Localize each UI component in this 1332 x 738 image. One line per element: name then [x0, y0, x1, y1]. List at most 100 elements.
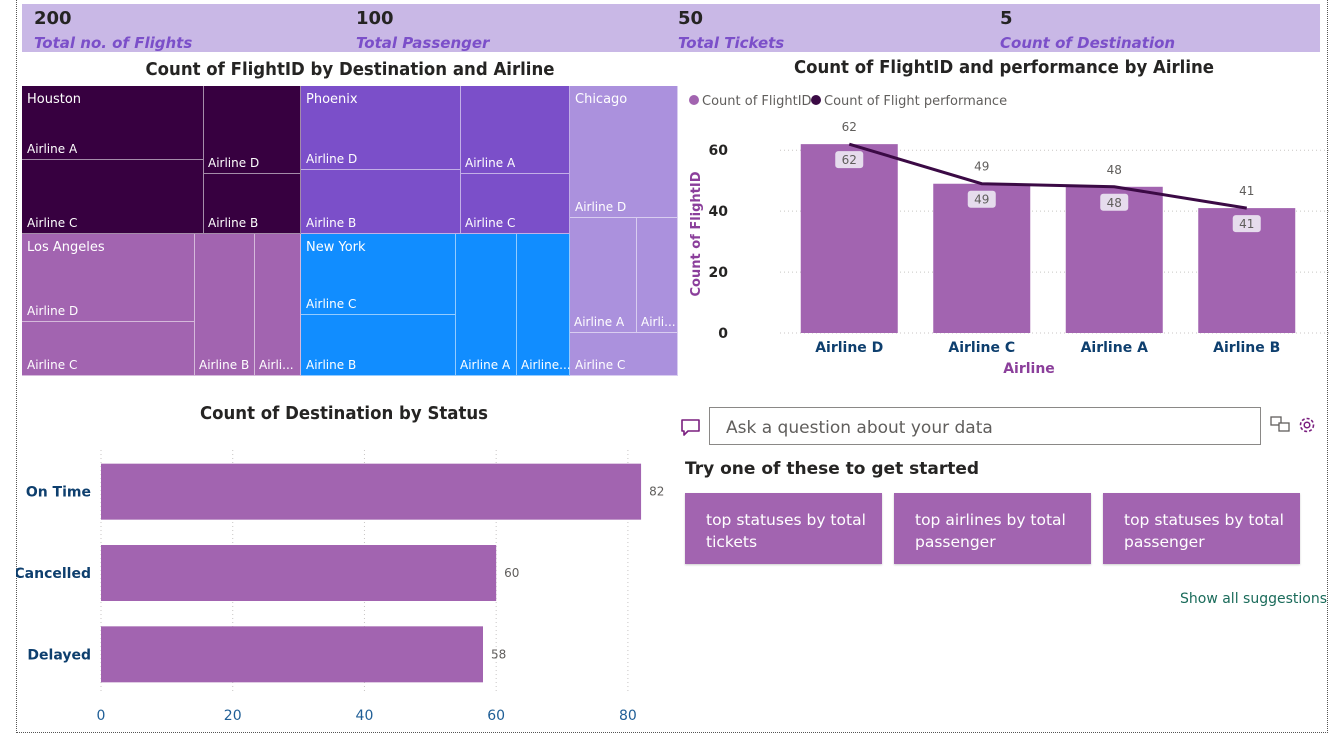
- y-tick-label: 20: [709, 265, 729, 281]
- qa-suggestions-heading: Try one of these to get started: [685, 459, 980, 479]
- treemap-cell[interactable]: New York Airline C: [301, 234, 456, 315]
- qa-placeholder: Ask a question about your data: [726, 418, 993, 438]
- legend-label: Count of FlightID: [702, 94, 812, 109]
- qa-question-input[interactable]: Ask a question about your data: [709, 407, 1261, 445]
- x-axis-title: Airline: [1003, 361, 1055, 377]
- x-tick-label: 20: [224, 708, 242, 724]
- treemap-cell-label: Airline C: [575, 358, 626, 372]
- treemap-cell-label: Airline C: [27, 216, 78, 230]
- y-tick-label: Cancelled: [16, 566, 91, 582]
- treemap-cell-label: Airline C: [27, 358, 78, 372]
- x-tick-label: Airline D: [815, 340, 883, 356]
- legend-label: Count of Flight performance: [824, 94, 1007, 109]
- y-tick-label: 40: [709, 204, 729, 220]
- x-tick-label: Airline B: [1213, 340, 1280, 356]
- chat-icon[interactable]: [680, 418, 702, 438]
- y-axis-title: Count of FlightID: [689, 171, 704, 296]
- treemap-cell-label: Airline D: [306, 152, 358, 166]
- suggestion-button[interactable]: top statuses by total tickets: [685, 493, 882, 564]
- bar-data-label: 62: [842, 153, 857, 167]
- treemap-city-label: Houston: [27, 92, 82, 107]
- kpi-label: Total Passenger: [356, 34, 490, 52]
- treemap-cell-label: Airline A: [460, 358, 511, 372]
- kpi-value: 100: [356, 8, 394, 29]
- y-tick-label: 0: [718, 326, 728, 342]
- kpi-card-tickets[interactable]: 50 Total Tickets: [666, 4, 988, 52]
- treemap-cell[interactable]: Airline B: [195, 234, 255, 376]
- treemap-cell[interactable]: Los Angeles Airline D: [22, 234, 195, 322]
- kpi-label: Total no. of Flights: [34, 34, 193, 52]
- bar: [101, 463, 642, 520]
- treemap-cell-label: Airli...: [259, 358, 294, 372]
- data-label-box: [1232, 215, 1261, 233]
- show-all-suggestions-link[interactable]: Show all suggestions: [1180, 591, 1327, 607]
- treemap-cell[interactable]: Airline...: [517, 234, 571, 376]
- treemap-cell-label: Airline D: [208, 156, 260, 170]
- kpi-value: 5: [1000, 8, 1013, 29]
- kpi-card-passenger[interactable]: 100 Total Passenger: [344, 4, 666, 52]
- treemap-cell[interactable]: Airline C: [22, 160, 204, 234]
- bar-data-label: 58: [491, 647, 506, 661]
- treemap-cell[interactable]: Airline D: [204, 86, 301, 174]
- treemap-cell[interactable]: Houston Airline A: [22, 86, 204, 160]
- settings-gear-icon[interactable]: [1296, 414, 1318, 436]
- data-label-box: [967, 190, 996, 208]
- treemap-cell[interactable]: Airli...: [637, 218, 678, 333]
- convert-visual-icon[interactable]: [1269, 413, 1291, 435]
- treemap-cell-label: Airline B: [306, 216, 357, 230]
- line-data-label: 62: [842, 120, 857, 134]
- x-tick-label: Airline C: [948, 340, 1015, 356]
- treemap-cell-label: Airline A: [27, 142, 78, 156]
- bar-data-label: 48: [1107, 196, 1122, 210]
- bar: [800, 144, 898, 333]
- treemap-city-label: Chicago: [575, 92, 628, 107]
- treemap-cell[interactable]: Airline B: [301, 315, 456, 376]
- treemap-city-label: Phoenix: [306, 92, 358, 107]
- y-tick-label: Delayed: [27, 647, 91, 663]
- data-label-box: [835, 151, 864, 169]
- x-tick-label: 0: [97, 708, 106, 724]
- bar-data-label: 60: [504, 566, 519, 580]
- treemap-cell-label: Airline...: [521, 358, 571, 372]
- bar: [933, 183, 1031, 333]
- data-label-box: [1100, 193, 1129, 211]
- x-tick-label: 80: [619, 708, 637, 724]
- treemap-cell[interactable]: Phoenix Airline D: [301, 86, 461, 170]
- performance-line: [848, 142, 1247, 210]
- kpi-value: 50: [678, 8, 704, 29]
- kpi-card-flights[interactable]: 200 Total no. of Flights: [22, 4, 344, 52]
- treemap-cell[interactable]: Airline C: [461, 174, 570, 234]
- kpi-card-destination[interactable]: 5 Count of Destination: [988, 4, 1310, 52]
- treemap-cell-label: Airline B: [306, 358, 357, 372]
- bar: [101, 545, 497, 601]
- treemap-cell-label: Airline C: [306, 297, 357, 311]
- suggestion-button[interactable]: top airlines by total passenger: [894, 493, 1091, 564]
- kpi-strip: 200 Total no. of Flights 100 Total Passe…: [22, 4, 1320, 52]
- treemap-cell[interactable]: Airline A: [461, 86, 570, 174]
- bar-data-label: 41: [1239, 217, 1254, 231]
- treemap-cell[interactable]: Airline C: [570, 333, 678, 376]
- bar-data-label: 49: [974, 193, 989, 207]
- treemap-cell-label: Airline B: [199, 358, 250, 372]
- y-tick-label: On Time: [26, 485, 91, 501]
- kpi-value: 200: [34, 8, 72, 29]
- suggestion-button[interactable]: top statuses by total passenger: [1103, 493, 1300, 564]
- hbar-chart[interactable]: 0 20 40 60 80 On Time 82 Cancelled 60 Delayed 58: [16, 440, 676, 730]
- treemap-cell[interactable]: Airline B: [204, 174, 301, 234]
- treemap-cell[interactable]: Airline A: [570, 218, 637, 333]
- kpi-label: Total Tickets: [678, 34, 785, 52]
- combo-chart[interactable]: Count of FlightID Count of Flight perform…: [680, 84, 1330, 384]
- treemap-cell[interactable]: Airline C: [22, 322, 195, 376]
- x-tick-label: 60: [487, 708, 505, 724]
- treemap-cell[interactable]: Airline B: [301, 170, 461, 234]
- treemap-cell-label: Airline D: [575, 200, 627, 214]
- treemap-cell[interactable]: Airli...: [255, 234, 301, 376]
- treemap-cell-label: Airline D: [27, 304, 79, 318]
- treemap-cell[interactable]: Airline A: [456, 234, 517, 376]
- bar: [101, 626, 483, 683]
- hbar-chart-title: Count of Destination by Status: [199, 403, 489, 424]
- bar-data-label: 82: [649, 485, 664, 499]
- treemap-cell[interactable]: Chicago Airline D: [570, 86, 678, 218]
- line-data-label: 48: [1107, 163, 1122, 177]
- y-tick-label: 60: [709, 143, 729, 159]
